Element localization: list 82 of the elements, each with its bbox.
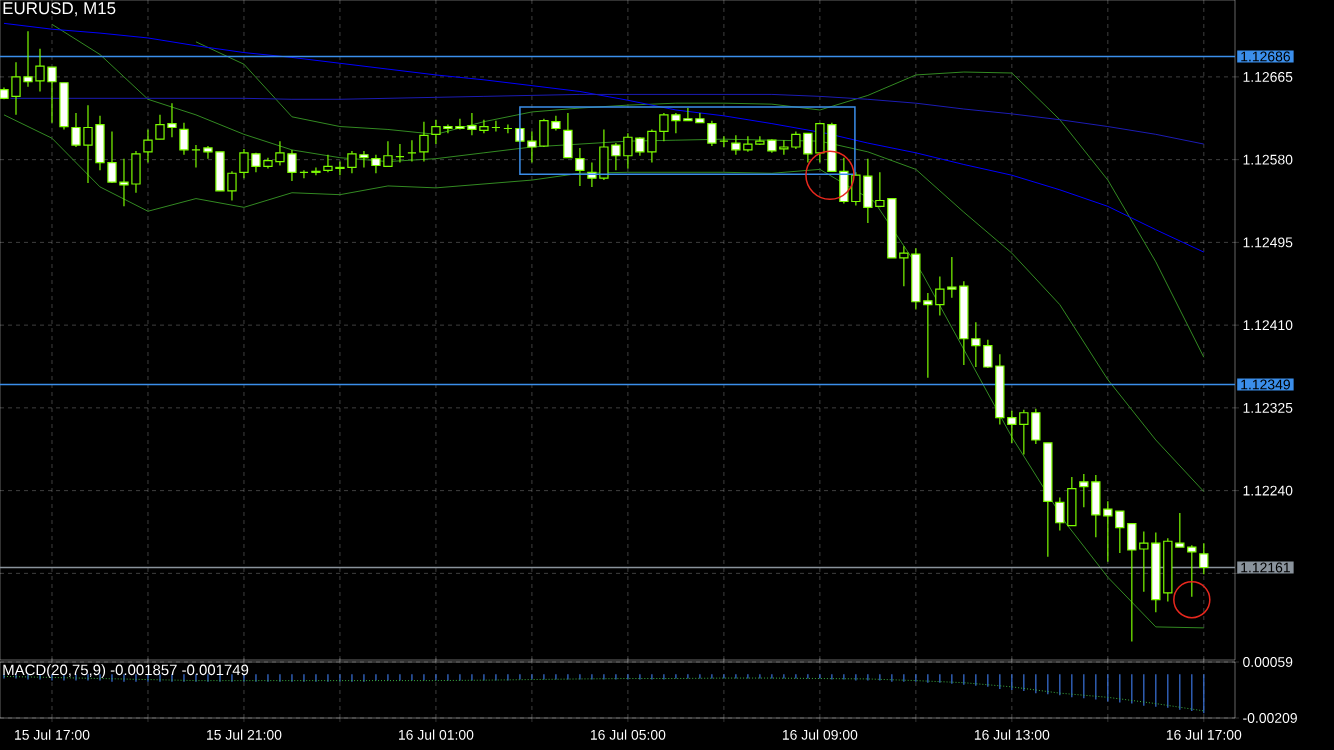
candlestick xyxy=(47,66,57,124)
candlestick xyxy=(683,107,693,122)
candlestick xyxy=(479,119,489,134)
candlestick xyxy=(335,160,345,176)
candlestick xyxy=(1079,473,1089,508)
candlestick xyxy=(107,130,117,184)
candlestick xyxy=(971,321,981,368)
candlestick xyxy=(1055,496,1065,532)
y-tick-label: 1.12495 xyxy=(1243,237,1293,248)
x-tick-label: 16 Jul 09:00 xyxy=(782,729,858,740)
candlestick xyxy=(647,128,657,164)
candlestick xyxy=(311,166,321,176)
candlestick xyxy=(443,123,453,134)
candlestick xyxy=(167,102,177,138)
candlestick xyxy=(287,149,297,182)
y-tick-label: -0.00209 xyxy=(1243,713,1297,723)
candlestick xyxy=(1139,530,1149,593)
candlestick xyxy=(383,140,393,168)
y-tick-label: 1.12325 xyxy=(1243,402,1293,413)
line-series xyxy=(195,41,1205,358)
candlestick xyxy=(899,245,909,287)
candlestick xyxy=(1019,409,1029,456)
x-tick-label: 16 Jul 05:00 xyxy=(590,729,666,740)
candlestick xyxy=(1199,542,1209,575)
ref-line-label: 1.12349 xyxy=(1241,379,1290,390)
candlestick xyxy=(731,134,741,156)
candlestick xyxy=(779,139,789,156)
candlestick xyxy=(23,30,33,88)
candlestick xyxy=(707,120,717,147)
chart-title: MACD(20,75,9) -0.001857 -0.001749 xyxy=(3,664,249,679)
y-tick-label: 1.12665 xyxy=(1243,71,1293,82)
candlestick xyxy=(803,132,813,164)
candlestick xyxy=(203,145,213,160)
candlestick xyxy=(347,150,357,174)
candlestick xyxy=(467,112,477,136)
candlestick xyxy=(275,140,285,167)
candlestick xyxy=(659,112,669,142)
candlestick xyxy=(611,142,621,171)
ref-line-label: 1.12686 xyxy=(1241,51,1290,62)
candlestick xyxy=(239,148,249,179)
candlestick xyxy=(575,147,585,187)
line-series xyxy=(51,23,1205,493)
candlestick xyxy=(875,171,885,208)
candlestick xyxy=(323,154,333,173)
candlestick xyxy=(1115,510,1125,554)
y-tick-label: 1.12410 xyxy=(1243,320,1293,331)
candlestick xyxy=(83,104,93,184)
candlestick xyxy=(431,119,441,145)
candlestick xyxy=(635,136,645,157)
x-tick-label: 16 Jul 13:00 xyxy=(974,729,1050,740)
candlestick xyxy=(1187,544,1197,598)
y-tick-label: 1.12580 xyxy=(1243,154,1293,165)
candlestick xyxy=(947,256,957,299)
candlestick xyxy=(527,130,537,164)
candlestick xyxy=(35,48,45,93)
y-tick-label: 0.00059 xyxy=(1243,657,1293,667)
candlestick xyxy=(371,154,381,174)
ref-line-label: 1.12161 xyxy=(1241,562,1290,573)
candlestick xyxy=(359,150,369,169)
candlestick xyxy=(71,112,81,148)
candlestick xyxy=(671,112,681,134)
x-tick-label: 15 Jul 17:00 xyxy=(15,729,90,740)
candlestick xyxy=(419,121,429,163)
x-tick-label: 16 Jul 01:00 xyxy=(399,729,474,740)
candlestick xyxy=(923,292,933,379)
candlestick xyxy=(1103,500,1113,563)
candlestick xyxy=(179,122,189,156)
candlestick xyxy=(119,158,129,207)
candlestick xyxy=(1007,410,1017,444)
candlestick xyxy=(623,132,633,169)
x-tick-label: 16 Jul 17:00 xyxy=(1166,729,1242,740)
candlestick xyxy=(11,61,21,116)
candlestick xyxy=(143,128,153,164)
y-tick-label: 1.12240 xyxy=(1243,485,1293,496)
candlestick xyxy=(227,170,237,202)
candlestick xyxy=(1175,512,1185,548)
chart-title: EURUSD, M15 xyxy=(3,2,116,17)
x-tick-label: 15 Jul 21:00 xyxy=(207,729,282,740)
candlestick xyxy=(455,118,465,131)
candlestick xyxy=(155,114,165,140)
candlestick xyxy=(983,339,993,369)
candlestick xyxy=(935,275,945,316)
